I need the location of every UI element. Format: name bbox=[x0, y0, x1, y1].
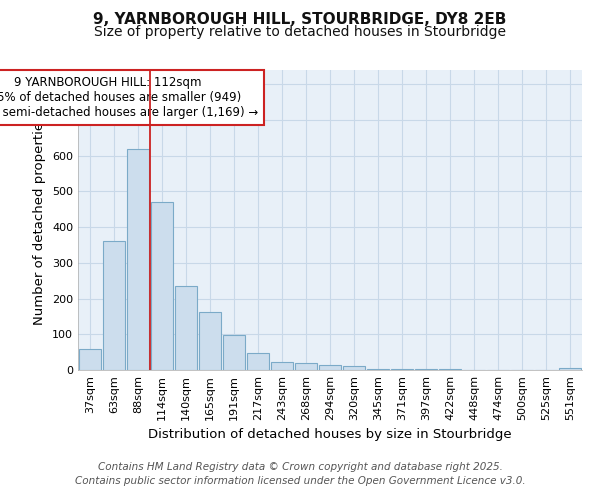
X-axis label: Distribution of detached houses by size in Stourbridge: Distribution of detached houses by size … bbox=[148, 428, 512, 442]
Bar bbox=[103, 242, 125, 370]
Bar bbox=[127, 148, 149, 370]
Bar bbox=[79, 348, 101, 370]
Bar bbox=[343, 366, 365, 370]
Bar bbox=[199, 312, 221, 370]
Bar bbox=[175, 286, 197, 370]
Text: Contains HM Land Registry data © Crown copyright and database right 2025.: Contains HM Land Registry data © Crown c… bbox=[98, 462, 502, 472]
Bar bbox=[391, 368, 413, 370]
Bar bbox=[151, 202, 173, 370]
Bar bbox=[271, 362, 293, 370]
Y-axis label: Number of detached properties: Number of detached properties bbox=[34, 115, 46, 325]
Text: Size of property relative to detached houses in Stourbridge: Size of property relative to detached ho… bbox=[94, 25, 506, 39]
Bar bbox=[295, 363, 317, 370]
Bar bbox=[247, 353, 269, 370]
Text: Contains public sector information licensed under the Open Government Licence v3: Contains public sector information licen… bbox=[74, 476, 526, 486]
Bar bbox=[559, 368, 581, 370]
Bar bbox=[367, 368, 389, 370]
Bar bbox=[223, 334, 245, 370]
Text: 9 YARNBOROUGH HILL: 112sqm
← 45% of detached houses are smaller (949)
55% of sem: 9 YARNBOROUGH HILL: 112sqm ← 45% of deta… bbox=[0, 76, 259, 119]
Bar bbox=[319, 364, 341, 370]
Bar bbox=[415, 369, 437, 370]
Text: 9, YARNBOROUGH HILL, STOURBRIDGE, DY8 2EB: 9, YARNBOROUGH HILL, STOURBRIDGE, DY8 2E… bbox=[94, 12, 506, 28]
